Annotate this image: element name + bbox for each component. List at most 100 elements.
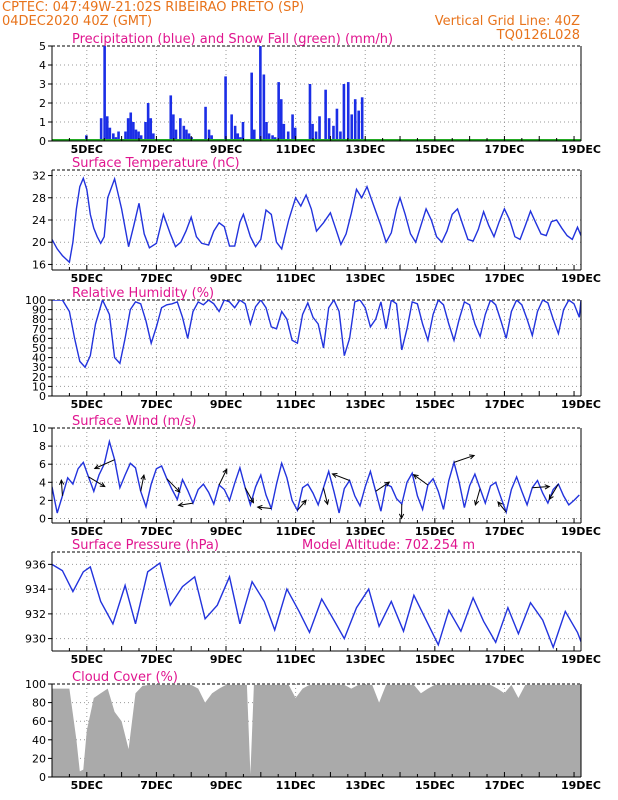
plot-body	[52, 300, 581, 369]
x-tick-label: 9DEC	[210, 779, 242, 792]
y-tick-label: 10	[32, 422, 46, 435]
wind-arrow-head	[544, 484, 551, 490]
precip-bar	[108, 127, 112, 141]
precip-bar	[250, 72, 253, 141]
y-tick-label: 2	[39, 97, 46, 110]
y-tick-label: 20	[32, 752, 46, 765]
station-info: CPTEC: 047:49W-21:02S RIBEIRAO PRETO (SP…	[2, 0, 305, 15]
panel-5	[48, 683, 582, 778]
x-tick-label: 5DEC	[71, 398, 103, 411]
y-tick-label: 0	[39, 771, 46, 784]
wind-arrow-head	[99, 482, 106, 488]
x-tick-label: 13DEC	[345, 525, 385, 538]
wind-arrow-head	[249, 497, 255, 504]
y-tick-label: 20	[32, 236, 46, 249]
x-tick-label: 17DEC	[484, 398, 524, 411]
wind-arrow-head	[93, 464, 100, 470]
wind-arrow	[322, 487, 329, 505]
panel-title: Cloud Cover (%)	[72, 670, 178, 685]
y-tick-label: 5	[39, 40, 46, 53]
x-tick-label: 19DEC	[561, 143, 601, 156]
y-tick-label: 934	[25, 583, 46, 596]
precip-bar	[360, 97, 364, 141]
x-tick-label: 5DEC	[71, 272, 103, 285]
wind-arrow-head	[301, 499, 307, 506]
model-code: TQ0126L028	[496, 28, 580, 43]
y-tick-label: 32	[32, 170, 46, 183]
precip-bar	[172, 114, 175, 141]
panel-title: Surface Pressure (hPa)	[72, 538, 219, 553]
x-tick-label: 9DEC	[210, 525, 242, 538]
plot-body	[52, 438, 580, 520]
x-tick-label: 15DEC	[415, 272, 455, 285]
wind-arrow-head	[469, 454, 476, 460]
y-tick-label: 60	[32, 715, 46, 728]
precip-bar	[342, 84, 346, 141]
x-tick-label: 13DEC	[345, 779, 385, 792]
y-tick-label: 16	[32, 258, 46, 271]
wind-arrow	[140, 475, 145, 492]
x-tick-label: 11DEC	[276, 525, 316, 538]
y-tick-label: 70	[32, 323, 46, 336]
wind-arrow-head	[222, 468, 228, 475]
panel-title: Surface Wind (m/s)	[72, 414, 196, 429]
precip-bar	[236, 133, 240, 141]
panel-2	[48, 299, 582, 397]
y-tick-label: 20	[32, 371, 46, 384]
y-tick-label: 10	[32, 380, 46, 393]
wind-arrow	[532, 486, 550, 489]
precip-bar	[282, 123, 286, 141]
precip-bar	[137, 131, 140, 141]
wind-arrow-head	[174, 487, 181, 493]
wind-arrow	[375, 481, 390, 492]
precip-bar	[339, 131, 342, 141]
precip-bar	[291, 114, 294, 141]
y-tick-label: 3	[39, 78, 46, 91]
precip-bar	[311, 123, 314, 141]
y-tick-label: 8	[39, 440, 46, 453]
y-tick-label: 0	[39, 135, 46, 148]
precip-bar	[207, 129, 211, 141]
y-tick-label: 936	[25, 558, 46, 571]
x-tick-label: 13DEC	[345, 653, 385, 666]
wind-arrow	[413, 474, 429, 486]
precip-bar	[327, 118, 331, 141]
precip-bar	[146, 103, 150, 141]
y-tick-label: 40	[32, 352, 46, 365]
precip-bar	[230, 114, 233, 141]
precip-bar	[241, 122, 245, 141]
wind-arrow	[166, 478, 181, 493]
panel-3	[48, 427, 582, 524]
x-tick-label: 15DEC	[415, 398, 455, 411]
series-line	[52, 438, 580, 515]
x-tick-label: 11DEC	[276, 398, 316, 411]
wind-arrow-head	[59, 478, 65, 485]
x-tick-label: 17DEC	[484, 525, 524, 538]
y-tick-label: 80	[32, 697, 46, 710]
wind-arrow-head	[324, 499, 330, 506]
y-tick-label: 1	[39, 116, 46, 129]
precip-bar	[293, 127, 297, 141]
precip-bar	[271, 135, 274, 141]
x-tick-label: 9DEC	[210, 398, 242, 411]
x-tick-label: 11DEC	[276, 143, 316, 156]
x-tick-label: 7DEC	[140, 525, 172, 538]
precip-bar	[308, 84, 312, 141]
y-tick-label: 0	[39, 390, 46, 403]
precip-bar	[134, 129, 138, 141]
y-tick-label: 60	[32, 332, 46, 345]
x-tick-label: 5DEC	[71, 143, 103, 156]
precip-bar	[350, 114, 354, 141]
panel-1	[48, 169, 582, 271]
panel-4	[48, 551, 582, 652]
y-tick-label: 932	[25, 608, 46, 621]
wind-arrow	[178, 502, 194, 506]
plot-body	[52, 46, 581, 141]
x-tick-label: 17DEC	[484, 779, 524, 792]
wind-arrow-head	[331, 473, 338, 478]
x-tick-label: 11DEC	[276, 779, 316, 792]
wind-arrow	[94, 459, 115, 469]
plot-body	[52, 684, 581, 777]
x-tick-label: 15DEC	[415, 779, 455, 792]
precip-bar	[174, 129, 178, 141]
